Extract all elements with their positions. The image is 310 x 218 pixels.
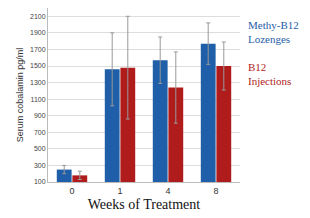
svg-text:1700: 1700 (30, 46, 46, 53)
svg-text:1: 1 (117, 186, 122, 196)
svg-text:Methy-B12Lozenges: Methy-B12Lozenges (248, 19, 299, 45)
svg-text:4: 4 (165, 186, 170, 196)
svg-text:Serum cobalamin pg/ml: Serum cobalamin pg/ml (15, 48, 25, 143)
svg-text:8: 8 (213, 186, 218, 196)
svg-text:900: 900 (34, 112, 46, 119)
svg-text:B12Injections: B12Injections (248, 61, 291, 87)
svg-text:500: 500 (34, 145, 46, 152)
svg-text:0: 0 (69, 186, 74, 196)
svg-text:100: 100 (34, 178, 46, 185)
svg-text:1500: 1500 (30, 62, 46, 69)
svg-text:700: 700 (34, 129, 46, 136)
svg-text:2100: 2100 (30, 13, 46, 20)
svg-text:300: 300 (34, 162, 46, 169)
svg-text:Weeks of Treatment: Weeks of Treatment (88, 197, 201, 212)
svg-text:1100: 1100 (31, 96, 46, 103)
svg-text:1300: 1300 (30, 79, 46, 86)
svg-text:1900: 1900 (30, 29, 46, 36)
